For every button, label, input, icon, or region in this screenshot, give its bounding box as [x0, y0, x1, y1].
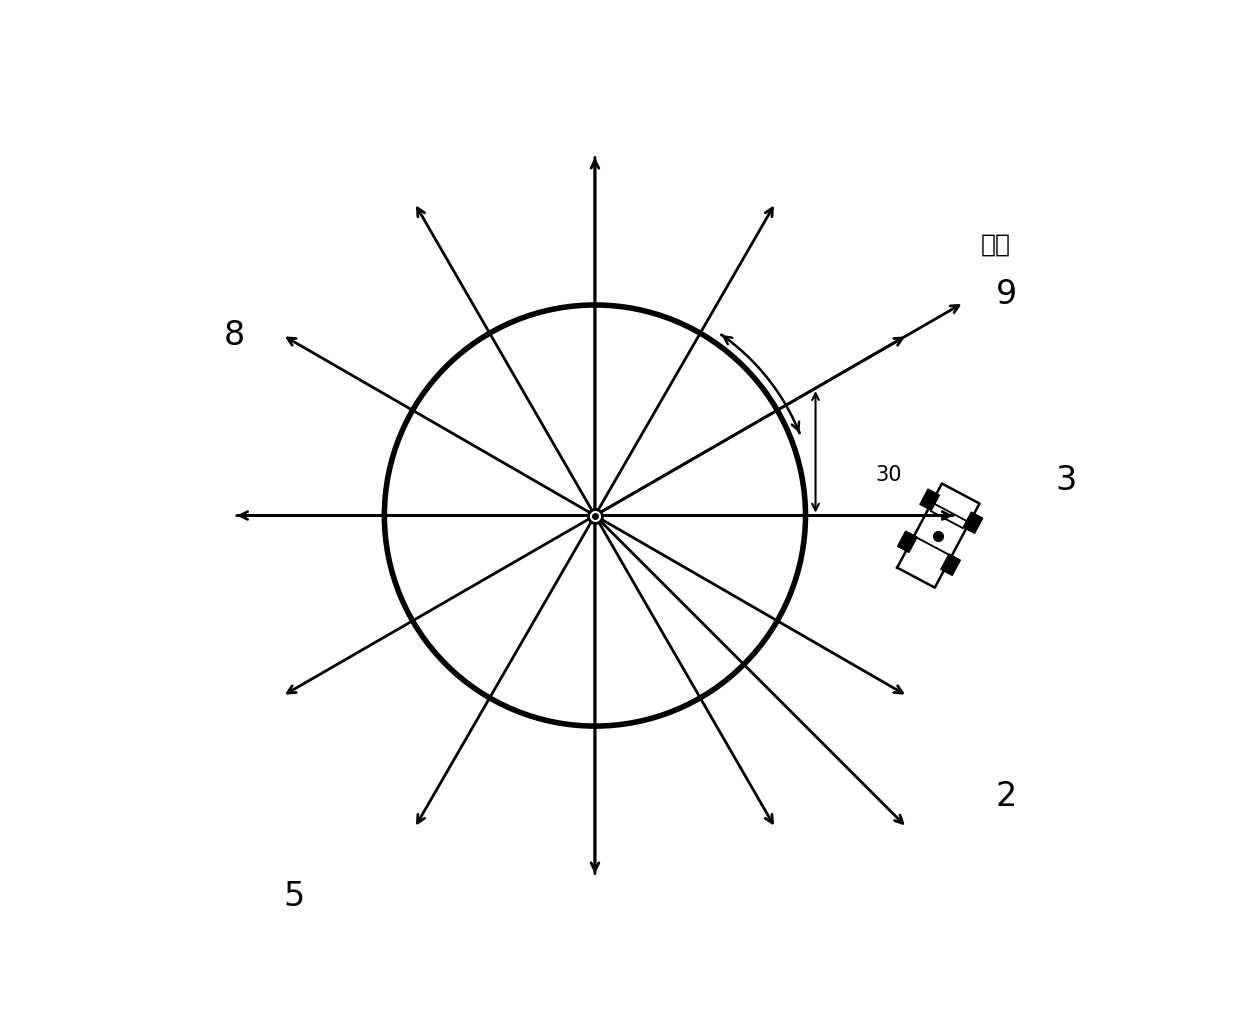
Text: 30: 30 [875, 465, 903, 485]
Polygon shape [920, 489, 940, 511]
Text: 9: 9 [996, 278, 1017, 311]
Polygon shape [941, 554, 960, 575]
Text: 5: 5 [284, 880, 305, 913]
Text: 8: 8 [223, 318, 244, 352]
Polygon shape [898, 531, 918, 552]
Text: 方向: 方向 [981, 233, 1011, 257]
Polygon shape [963, 513, 982, 533]
Text: 3: 3 [1055, 464, 1076, 497]
Text: 2: 2 [996, 779, 1017, 813]
